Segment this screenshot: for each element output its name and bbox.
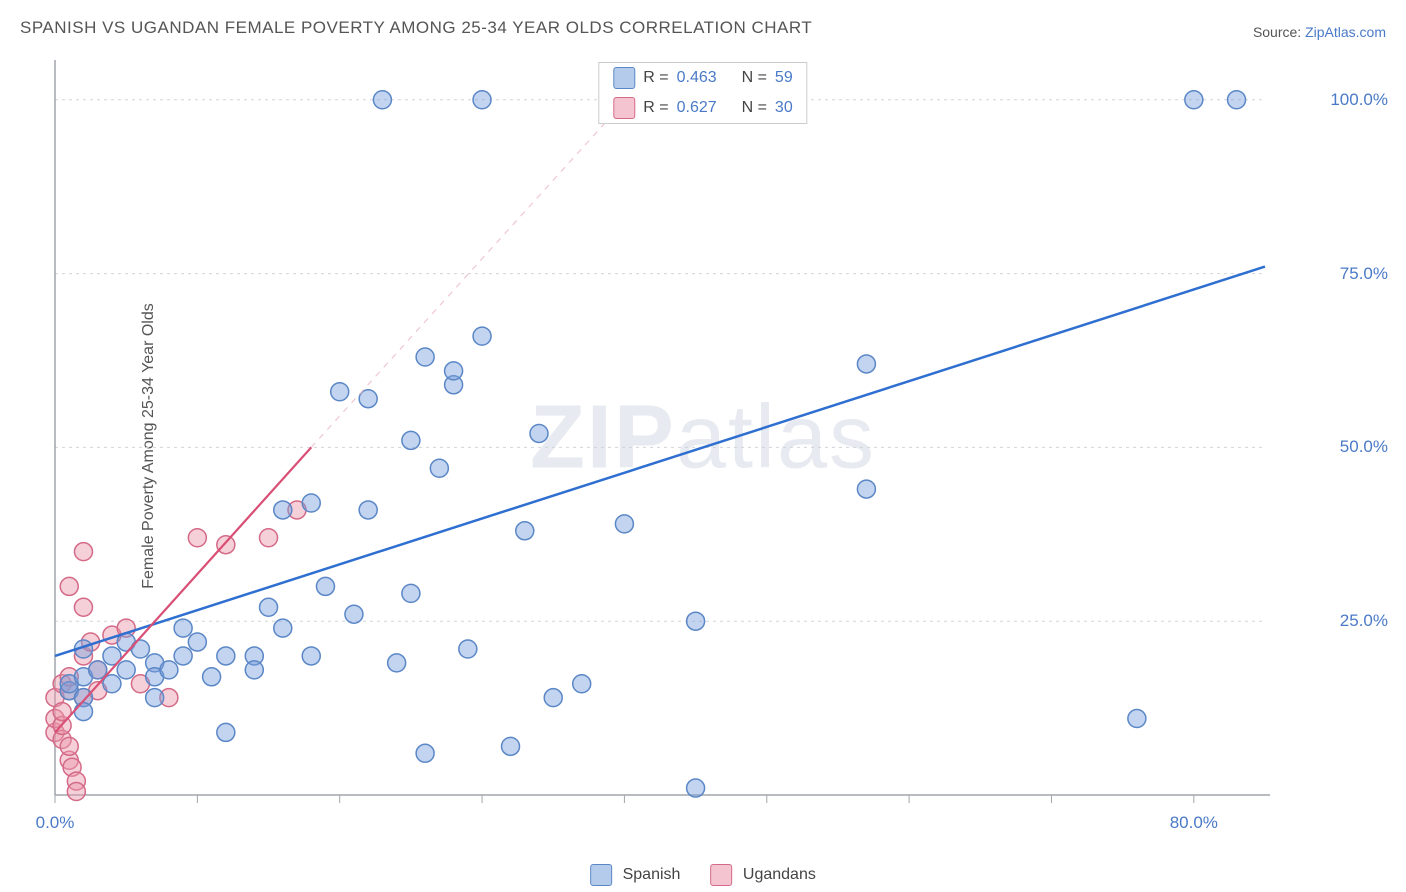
legend-row-ugandans: R = 0.627 N = 30 bbox=[599, 93, 806, 123]
n-value: 59 bbox=[775, 69, 793, 87]
swatch-icon bbox=[613, 97, 635, 119]
legend-item-ugandans: Ugandans bbox=[710, 864, 815, 886]
x-tick-label: 80.0% bbox=[1170, 813, 1218, 833]
legend-item-spanish: Spanish bbox=[590, 864, 680, 886]
chart-title: SPANISH VS UGANDAN FEMALE POVERTY AMONG … bbox=[20, 18, 812, 38]
n-label: N = bbox=[742, 69, 767, 87]
n-label: N = bbox=[742, 99, 767, 117]
r-label: R = bbox=[643, 69, 668, 87]
y-tick-label: 75.0% bbox=[1340, 264, 1388, 284]
legend-row-spanish: R = 0.463 N = 59 bbox=[599, 63, 806, 93]
r-value: 0.627 bbox=[677, 99, 717, 117]
series-legend: Spanish Ugandans bbox=[590, 864, 816, 886]
x-tick-label: 0.0% bbox=[36, 813, 75, 833]
n-value: 30 bbox=[775, 99, 793, 117]
correlation-legend: R = 0.463 N = 59 R = 0.627 N = 30 bbox=[598, 62, 807, 124]
swatch-icon bbox=[710, 864, 732, 886]
swatch-icon bbox=[613, 67, 635, 89]
source-prefix: Source: bbox=[1253, 24, 1305, 40]
y-tick-label: 25.0% bbox=[1340, 611, 1388, 631]
source-link[interactable]: ZipAtlas.com bbox=[1305, 24, 1386, 40]
series-label: Ugandans bbox=[743, 866, 816, 883]
y-tick-label: 50.0% bbox=[1340, 437, 1388, 457]
chart-container: SPANISH VS UGANDAN FEMALE POVERTY AMONG … bbox=[0, 0, 1406, 892]
r-label: R = bbox=[643, 99, 668, 117]
y-tick-label: 100.0% bbox=[1330, 90, 1388, 110]
swatch-icon bbox=[590, 864, 612, 886]
source-attribution: Source: ZipAtlas.com bbox=[1253, 24, 1386, 40]
scatter-plot bbox=[45, 55, 1335, 845]
r-value: 0.463 bbox=[677, 69, 717, 87]
series-label: Spanish bbox=[623, 866, 681, 883]
